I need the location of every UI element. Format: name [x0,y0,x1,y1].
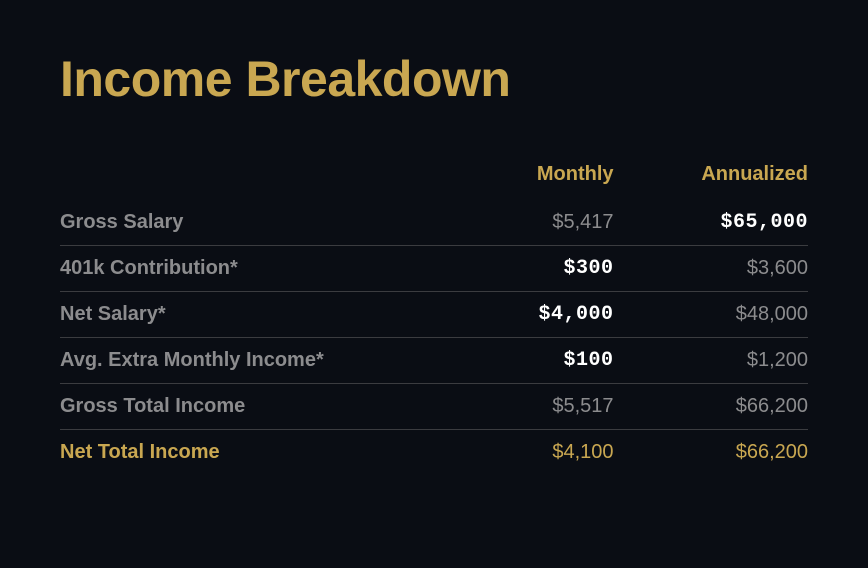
table-row: Net Salary*$4,000$48,000 [60,292,808,338]
header-monthly: Monthly [419,163,613,200]
table-header-row: Monthly Annualized [60,163,808,200]
row-label: Avg. Extra Monthly Income* [60,338,419,384]
row-label: 401k Contribution* [60,246,419,292]
row-monthly: $100 [419,338,613,384]
table-row: 401k Contribution*$300$3,600 [60,246,808,292]
table-row: Gross Salary$5,417$65,000 [60,200,808,246]
row-annualized: $66,200 [614,384,809,430]
row-annualized: $1,200 [614,338,809,384]
table-row: Avg. Extra Monthly Income*$100$1,200 [60,338,808,384]
row-label: Gross Salary [60,200,419,246]
row-annualized: $66,200 [614,430,809,476]
income-table: Monthly Annualized Gross Salary$5,417$65… [60,163,808,475]
table-row: Net Total Income$4,100$66,200 [60,430,808,476]
header-label [60,163,419,200]
row-label: Net Total Income [60,430,419,476]
row-monthly: $4,100 [419,430,613,476]
row-monthly: $300 [419,246,613,292]
row-annualized: $48,000 [614,292,809,338]
row-label: Gross Total Income [60,384,419,430]
row-monthly: $5,517 [419,384,613,430]
table-body: Gross Salary$5,417$65,000401k Contributi… [60,200,808,475]
table-row: Gross Total Income$5,517$66,200 [60,384,808,430]
header-annualized: Annualized [614,163,809,200]
row-monthly: $4,000 [419,292,613,338]
row-annualized: $65,000 [614,200,809,246]
row-monthly: $5,417 [419,200,613,246]
row-label: Net Salary* [60,292,419,338]
row-annualized: $3,600 [614,246,809,292]
page-title: Income Breakdown [60,50,808,108]
